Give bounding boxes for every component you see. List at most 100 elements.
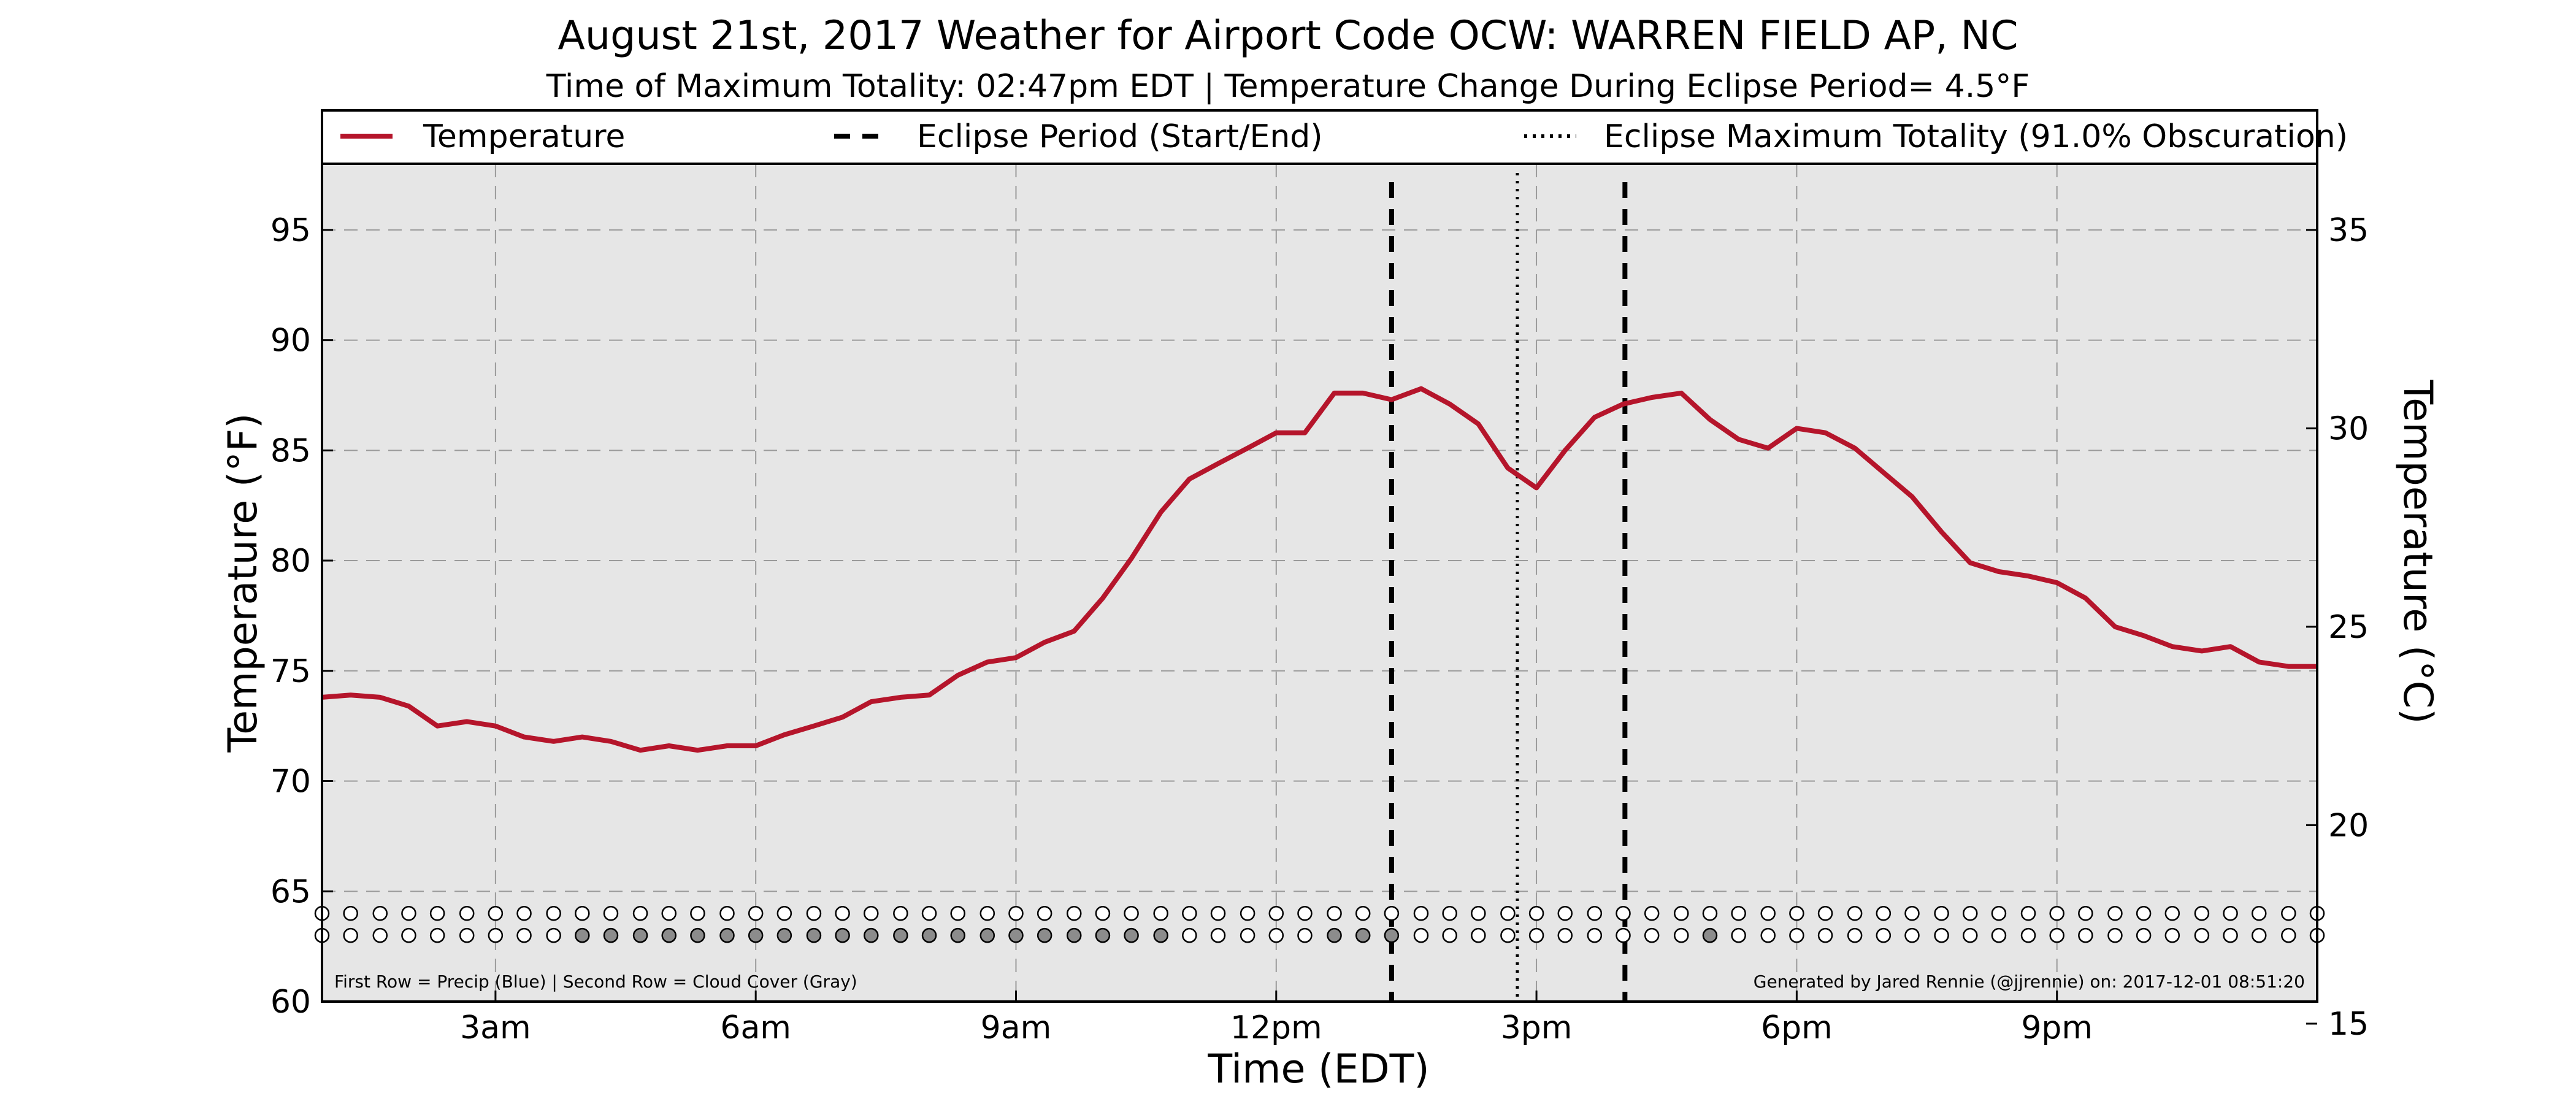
cloud-cover-marker <box>719 927 735 943</box>
cloud-cover-marker <box>1789 927 1804 943</box>
y-tick-label: 60 <box>270 984 311 1021</box>
cloud-cover-marker <box>1268 927 1284 943</box>
cloud-cover-marker <box>1442 927 1457 943</box>
cloud-cover-marker <box>343 927 358 943</box>
plot-background <box>322 164 2317 1002</box>
precip-marker <box>1963 905 1978 921</box>
x-tick-label: 12pm <box>1230 1010 1322 1046</box>
precip-marker <box>632 905 648 921</box>
cloud-cover-marker <box>488 927 504 943</box>
y-right-tick-label: 25 <box>2328 609 2369 646</box>
cloud-cover-marker <box>950 927 965 943</box>
cloud-cover-marker <box>1153 927 1168 943</box>
x-tick-label: 6pm <box>1761 1010 1833 1046</box>
precip-marker <box>2251 905 2267 921</box>
precip-marker <box>603 905 619 921</box>
precip-marker <box>1268 905 1284 921</box>
x-tick-label: 3pm <box>1501 1010 1573 1046</box>
cloud-cover-marker <box>1904 927 1920 943</box>
precip-marker <box>719 905 735 921</box>
precip-marker <box>1037 905 1052 921</box>
cloud-cover-marker <box>1587 927 1603 943</box>
cloud-cover-marker <box>2078 927 2093 943</box>
precip-marker <box>516 905 532 921</box>
precip-marker <box>1066 905 1082 921</box>
annotation-bottom-left: First Row = Precip (Blue) | Second Row =… <box>334 972 857 992</box>
legend: Temperature Eclipse Period (Start/End) E… <box>321 109 2348 165</box>
precip-marker <box>1124 905 1139 921</box>
legend-eclipse-period-label: Eclipse Period (Start/End) <box>917 118 1323 155</box>
cloud-cover-marker <box>459 927 475 943</box>
cloud-cover-marker <box>1182 927 1197 943</box>
cloud-cover-marker <box>1095 927 1111 943</box>
cloud-cover-marker <box>1616 927 1631 943</box>
axis-ticks: 60 65 70 75 80 85 90 95 3am 6am 9am 12pm 3pm 6pm 9pm 15… <box>270 212 2369 1046</box>
precip-marker <box>401 905 416 921</box>
cloud-cover-marker <box>2107 927 2123 943</box>
precip-marker <box>661 905 677 921</box>
cloud-cover-marker <box>1037 927 1052 943</box>
cloud-cover-marker <box>1731 927 1746 943</box>
cloud-cover-marker <box>575 927 590 943</box>
cloud-cover-marker <box>1528 927 1544 943</box>
cloud-cover-marker <box>2049 927 2064 943</box>
cloud-cover-marker <box>1702 927 1718 943</box>
precip-marker <box>459 905 475 921</box>
cloud-cover-marker <box>429 927 445 943</box>
precip-marker <box>1210 905 1226 921</box>
precip-marker <box>429 905 445 921</box>
cloud-cover-marker <box>690 927 705 943</box>
cloud-cover-marker <box>1384 927 1400 943</box>
cloud-cover-marker <box>546 927 561 943</box>
precip-marker <box>1587 905 1603 921</box>
cloud-cover-marker <box>835 927 850 943</box>
precip-marker <box>690 905 705 921</box>
cloud-cover-marker <box>1876 927 1892 943</box>
cloud-cover-marker <box>776 927 792 943</box>
cloud-cover-marker <box>806 927 822 943</box>
precip-marker <box>1384 905 1400 921</box>
cloud-cover-marker <box>921 927 937 943</box>
cloud-cover-marker <box>632 927 648 943</box>
cloud-cover-marker <box>2281 927 2296 943</box>
cloud-cover-marker <box>1934 927 1949 943</box>
cloud-cover-marker <box>1557 927 1573 943</box>
chart-title: August 21st, 2017 Weather for Airport Co… <box>558 13 2018 59</box>
precip-marker <box>950 905 965 921</box>
precip-marker <box>1240 905 1255 921</box>
precip-marker <box>1702 905 1718 921</box>
cloud-cover-marker <box>2194 927 2210 943</box>
precip-marker <box>1731 905 1746 921</box>
cloud-cover-marker <box>1297 927 1313 943</box>
precip-marker <box>1789 905 1804 921</box>
cloud-cover-marker <box>979 927 995 943</box>
cloud-cover-marker <box>516 927 532 943</box>
precip-marker <box>2194 905 2210 921</box>
y-tick-label: 90 <box>270 323 311 359</box>
precip-marker <box>1327 905 1342 921</box>
cloud-cover-marker <box>1240 927 1255 943</box>
annotation-bottom-right: Generated by Jared Rennie (@jjrennie) on… <box>1754 972 2305 992</box>
precip-marker <box>2107 905 2123 921</box>
cloud-cover-marker <box>1963 927 1978 943</box>
cloud-cover-marker <box>1355 927 1371 943</box>
precip-marker <box>2020 905 2036 921</box>
precip-marker <box>748 905 764 921</box>
cloud-cover-marker <box>603 927 619 943</box>
cloud-cover-marker <box>401 927 416 943</box>
cloud-cover-marker <box>1991 927 2007 943</box>
precip-marker <box>488 905 504 921</box>
y-axis-label-right: Temperature (°C) <box>2394 379 2440 724</box>
precip-marker <box>1557 905 1573 921</box>
precip-marker <box>893 905 908 921</box>
x-tick-label: 6am <box>720 1010 791 1046</box>
y-tick-label: 70 <box>270 764 311 800</box>
x-axis-label: Time (EDT) <box>1207 1046 1429 1092</box>
y-right-tick-label: 20 <box>2328 807 2369 844</box>
precip-marker <box>1182 905 1197 921</box>
x-tick-label: 9am <box>981 1010 1052 1046</box>
precip-marker <box>1847 905 1863 921</box>
precip-marker <box>1934 905 1949 921</box>
precip-marker <box>2049 905 2064 921</box>
cloud-cover-marker <box>1471 927 1486 943</box>
